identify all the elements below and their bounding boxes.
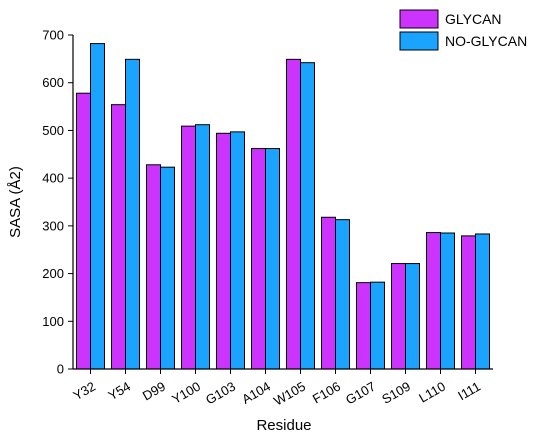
x-tick-label-w105: W105	[271, 379, 308, 409]
legend: GLYCAN NO-GLYCAN	[399, 9, 527, 51]
bar-no-glycan-f106	[335, 219, 350, 370]
x-tick-label-d99: D99	[140, 379, 168, 404]
legend-label-no-glycan: NO-GLYCAN	[445, 33, 527, 49]
x-tick-label-y32: Y32	[70, 379, 98, 404]
bar-glycan-s109	[391, 263, 406, 370]
bar-glycan-g107	[356, 282, 371, 370]
bar-no-glycan-l110	[440, 232, 455, 370]
bar-glycan-y54	[111, 104, 126, 370]
x-tick-label-a104: A104	[239, 379, 273, 407]
x-tick-label-l110: L110	[416, 379, 448, 406]
x-tick-label-i111: I111	[455, 379, 483, 404]
axes-layer	[72, 35, 493, 370]
x-tick-label-g103: G103	[203, 379, 238, 408]
bar-no-glycan-d99	[160, 166, 175, 370]
bar-glycan-w105	[286, 58, 301, 370]
y-tick-label: 500	[42, 123, 64, 138]
y-tick-label: 400	[42, 171, 64, 186]
legend-swatch-glycan	[399, 9, 439, 29]
y-tick-label: 700	[42, 28, 64, 43]
bar-glycan-d99	[146, 164, 161, 370]
bar-no-glycan-y54	[125, 58, 140, 370]
bar-glycan-y32	[76, 92, 91, 370]
x-tick-label-g107: G107	[343, 379, 378, 408]
bar-glycan-a104	[251, 148, 266, 370]
y-axis-title: SASA (Å2)	[7, 166, 24, 238]
legend-label-glycan: GLYCAN	[445, 11, 502, 27]
bar-glycan-l110	[426, 232, 441, 370]
y-ticks: 0 100 200 300 400 500 600 700	[42, 28, 73, 377]
y-tick-label: 200	[42, 266, 64, 281]
y-tick-label: 0	[57, 362, 64, 377]
x-axis-title: Residue	[256, 417, 311, 434]
bar-no-glycan-g107	[370, 281, 385, 370]
bar-glycan-f106	[321, 216, 336, 370]
legend-swatch-no-glycan	[399, 31, 439, 51]
bar-glycan-i111	[461, 235, 476, 370]
bar-no-glycan-g103	[230, 131, 245, 370]
bar-no-glycan-w105	[300, 62, 315, 370]
bar-glycan-g103	[216, 132, 231, 370]
bar-no-glycan-a104	[265, 148, 280, 370]
bar-no-glycan-y32	[90, 43, 105, 370]
y-tick-label: 100	[42, 314, 64, 329]
bar-glycan-y100	[181, 125, 196, 370]
y-tick-label: 300	[42, 218, 64, 233]
x-tick-label-f106: F106	[310, 379, 343, 407]
y-tick-label: 600	[42, 75, 64, 90]
x-tick-label-s109: S109	[379, 379, 413, 407]
bar-no-glycan-i111	[475, 233, 490, 370]
x-tick-label-y100: Y100	[169, 379, 203, 407]
bar-no-glycan-s109	[405, 263, 420, 370]
bar-no-glycan-y100	[195, 124, 210, 370]
bars-layer	[76, 43, 490, 370]
x-tick-label-y54: Y54	[105, 379, 133, 404]
